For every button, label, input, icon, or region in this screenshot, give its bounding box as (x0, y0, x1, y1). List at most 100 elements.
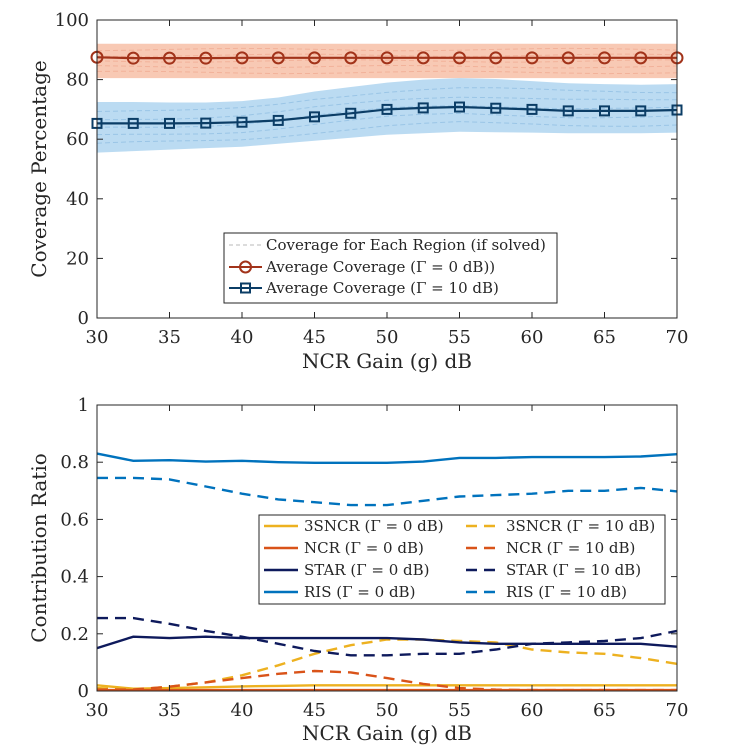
coverage-y-tick-2: 40 (66, 189, 89, 210)
coverage-point-1-3 (200, 117, 212, 129)
contribution-x-tick-2: 40 (231, 700, 254, 721)
legend-marker-gamma0 (239, 260, 252, 274)
coverage-region-line-0-1 (96, 70, 678, 75)
coverage-region-line-1-5 (96, 87, 678, 112)
contribution-x-ticks: 30 35 40 45 50 55 60 65 70 (86, 405, 689, 721)
coverage-point-0-4 (235, 51, 249, 65)
coverage-point-1-8 (381, 103, 393, 115)
contribution-y-tick-2: 0.4 (60, 567, 89, 588)
coverage-region-line-1-4 (96, 96, 677, 121)
coverage-point-0-1 (126, 51, 140, 65)
coverage-x-tick-7: 65 (593, 327, 616, 348)
coverage-y-ticks: 0 20 40 60 80 100 (55, 10, 677, 329)
contribution-line-star-gamma-0-db (96, 635, 678, 650)
coverage-y-tick-3: 60 (66, 129, 89, 150)
contribution-x-label: NCR Gain (g) dB (302, 721, 472, 745)
coverage-x-tick-1: 35 (158, 327, 181, 348)
contribution-x-tick-7: 65 (593, 700, 616, 721)
coverage-region-line-0-5 (96, 47, 678, 52)
contribution-legend: 3SNCR (Γ = 0 dB) 3SNCR (Γ = 10 dB) NCR (Γ … (258, 514, 666, 605)
contribution-line-star-gamma-10-db (97, 616, 678, 657)
coverage-point-0-11 (489, 51, 503, 65)
legend-label-ncr-gamma-10-db: NCR (Γ = 10 dB) (506, 539, 635, 557)
coverage-legend-box (223, 232, 558, 304)
legend-label-3sncr-gamma-0-db: 3SNCR (Γ = 0 dB) (304, 517, 444, 535)
coverage-x-label: NCR Gain (g) dB (302, 349, 472, 373)
coverage-y-tick-5: 100 (55, 10, 89, 31)
coverage-point-0-8 (380, 51, 394, 65)
coverage-line-average-coverage-gamma-0-db (96, 56, 677, 60)
contribution-y-tick-4: 0.8 (60, 452, 89, 473)
contribution-x-tick-8: 70 (666, 700, 689, 721)
coverage-x-ticks: 30 35 40 45 50 55 60 65 70 (86, 20, 689, 348)
coverage-x-tick-3: 45 (303, 327, 326, 348)
coverage-x-tick-2: 40 (231, 327, 254, 348)
coverage-y-label: Coverage Percentage (27, 60, 51, 277)
legend-label-ris-gamma-0-db: RIS (Γ = 0 dB) (304, 583, 415, 601)
coverage-region-line-1-1 (96, 121, 678, 144)
contribution-legend-box (258, 514, 666, 605)
coverage-point-1-9 (417, 102, 429, 114)
legend-label-3sncr-gamma-10-db: 3SNCR (Γ = 10 dB) (506, 517, 655, 535)
contribution-y-tick-0: 0 (78, 681, 89, 702)
coverage-point-0-12 (525, 51, 539, 65)
coverage-band-average-coverage-gamma-10-db (97, 78, 677, 153)
coverage-x-tick-8: 70 (666, 327, 689, 348)
coverage-point-1-4 (236, 116, 248, 128)
coverage-y-tick-0: 0 (78, 308, 89, 329)
coverage-point-1-1 (127, 117, 139, 129)
coverage-region-line-0-2 (96, 64, 678, 69)
coverage-point-0-6 (308, 51, 321, 65)
coverage-region-lines (96, 47, 678, 144)
contribution-y-tick-3: 0.6 (60, 509, 89, 530)
legend-label-gamma10: Average Coverage (Γ = 10 dB) (265, 279, 499, 297)
contribution-line-ris-gamma-0-db (96, 452, 678, 464)
coverage-x-tick-4: 50 (376, 327, 399, 348)
coverage-x-tick-5: 55 (448, 327, 471, 348)
contribution-line-ncr-gamma-10-db (97, 669, 677, 692)
contribution-y-tick-5: 1 (78, 395, 89, 416)
contribution-line-ris-gamma-10-db (97, 476, 678, 507)
coverage-point-1-5 (272, 114, 284, 126)
legend-label-star-gamma-0-db: STAR (Γ = 0 dB) (304, 561, 430, 579)
coverage-point-1-11 (490, 102, 502, 114)
coverage-point-0-13 (561, 51, 575, 65)
legend-label-region: Coverage for Each Region (if solved) (266, 236, 546, 254)
coverage-point-1-10 (454, 101, 465, 113)
coverage-point-0-10 (453, 51, 466, 65)
coverage-point-0-2 (163, 51, 176, 65)
coverage-point-0-3 (199, 51, 213, 65)
coverage-point-1-15 (635, 105, 647, 117)
coverage-point-1-14 (599, 105, 610, 117)
coverage-point-1-13 (562, 105, 574, 117)
legend-marker-gamma10 (240, 282, 251, 294)
coverage-region-line-0-3 (96, 59, 678, 63)
coverage-point-0-15 (634, 51, 648, 65)
coverage-x-tick-0: 30 (86, 327, 109, 348)
coverage-y-tick-1: 20 (66, 248, 89, 269)
coverage-point-0-9 (416, 51, 430, 65)
coverage-legend: Coverage for Each Region (if solved) Ave… (223, 232, 558, 304)
legend-label-ris-gamma-10-db: RIS (Γ = 10 dB) (506, 583, 627, 601)
contribution-y-tick-1: 0.2 (60, 624, 89, 645)
coverage-chart: 30 35 40 45 50 55 60 65 70 0 20 40 60 80 100 NCR Gain… (27, 10, 688, 373)
coverage-point-0-7 (344, 51, 358, 65)
contribution-x-tick-3: 45 (303, 700, 326, 721)
coverage-point-1-12 (526, 103, 538, 115)
coverage-y-tick-4: 80 (66, 70, 89, 91)
legend-label-ncr-gamma-0-db: NCR (Γ = 0 dB) (304, 539, 424, 557)
coverage-line-average-coverage-gamma-10-db (97, 105, 678, 125)
coverage-point-0-5 (271, 51, 285, 65)
coverage-x-tick-6: 60 (521, 327, 544, 348)
coverage-band-average-coverage-gamma-0-db (97, 43, 677, 79)
coverage-point-1-7 (345, 107, 357, 119)
contribution-x-tick-5: 55 (448, 700, 471, 721)
contribution-chart: 30 35 40 45 50 55 60 65 70 0 0.2 0.4 0.6 0.8 1 NCR Ga… (27, 395, 688, 745)
contribution-x-tick-1: 35 (158, 700, 181, 721)
coverage-region-line-1-3 (96, 105, 678, 128)
coverage-region-line-1-2 (96, 112, 678, 136)
contribution-x-tick-0: 30 (86, 700, 109, 721)
contribution-x-tick-6: 60 (521, 700, 544, 721)
contribution-y-label: Contribution Ratio (27, 453, 51, 643)
